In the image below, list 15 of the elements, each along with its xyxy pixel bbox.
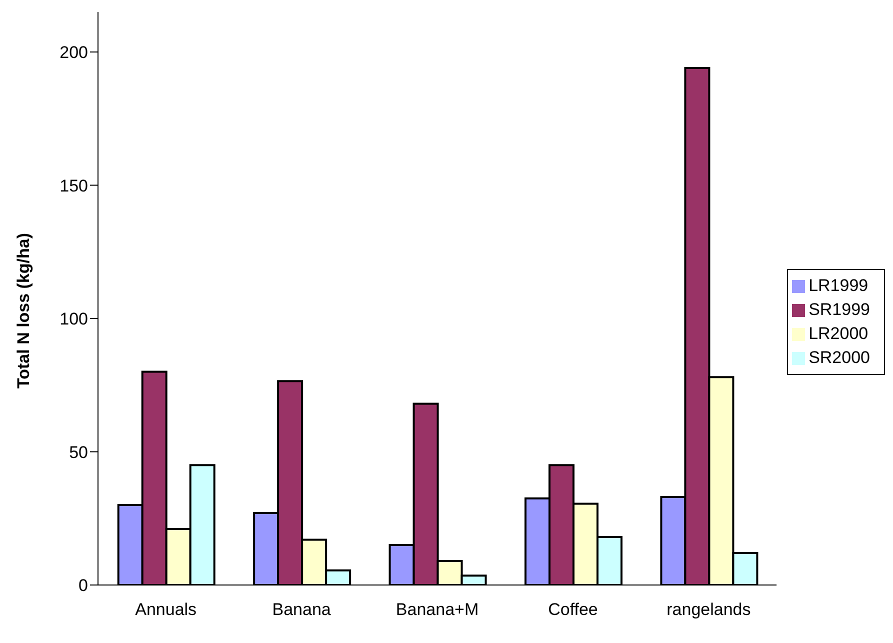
x-tick-label: Banana+M	[396, 600, 479, 620]
legend-label: SR1999	[808, 300, 870, 318]
y-tick-label: 150	[60, 176, 88, 196]
x-tick-label: Banana	[272, 600, 332, 620]
legend-label: SR2000	[808, 348, 870, 366]
legend-label: LR1999	[808, 276, 868, 294]
x-tick-label: Annuals	[135, 600, 197, 620]
y-tick-label: 50	[69, 442, 88, 462]
y-axis-title: Total N loss (kg/ha)	[14, 232, 34, 388]
y-tick-label: 0	[78, 576, 88, 596]
y-tick-label: 100	[60, 310, 88, 329]
x-tick-label: Coffee	[548, 600, 598, 620]
x-tick-label: rangelands	[666, 600, 751, 620]
y-tick-label: 200	[60, 43, 88, 62]
legend-label: LR2000	[808, 324, 868, 342]
